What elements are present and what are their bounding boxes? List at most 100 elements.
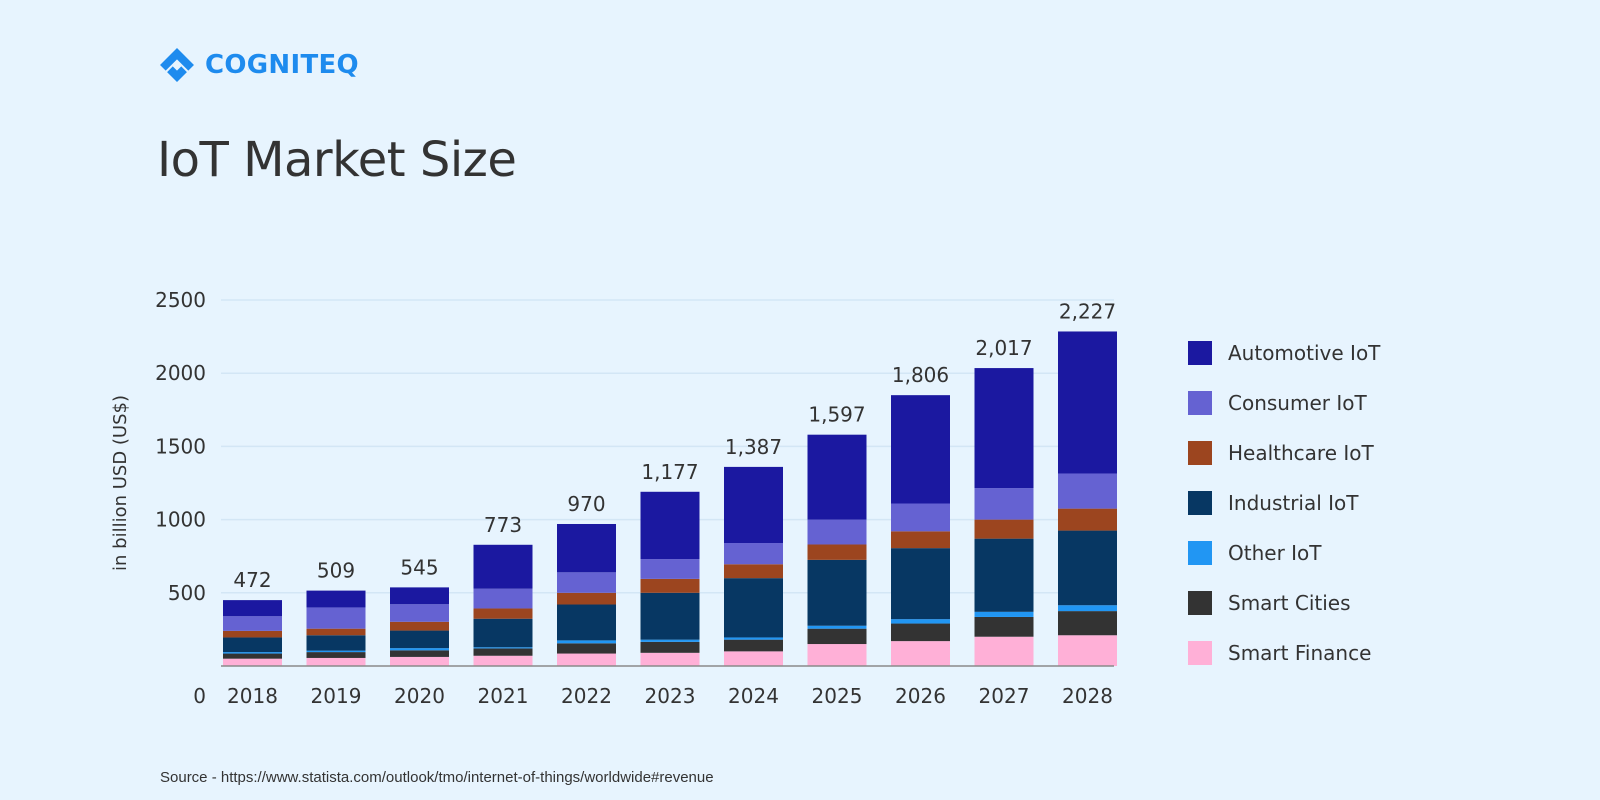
legend-item-healthcare-iot[interactable]: Healthcare IoT bbox=[1188, 441, 1375, 465]
bar-segment-industrial-iot bbox=[974, 538, 1034, 612]
bar-segment-smart-cities bbox=[557, 643, 616, 654]
bar-segment-other-iot bbox=[807, 625, 867, 629]
bar-segment-healthcare-iot bbox=[807, 544, 867, 560]
bar-stack-2020 bbox=[390, 587, 449, 666]
bar-segment-industrial-iot bbox=[557, 604, 616, 641]
x-tick-label: 2019 bbox=[311, 684, 362, 708]
y-tick-label: 2500 bbox=[155, 288, 206, 312]
bar-segment-healthcare-iot bbox=[557, 592, 616, 605]
brand-logo[interactable]: COGNITEQ bbox=[158, 46, 359, 84]
bar-segment-automotive-iot bbox=[390, 587, 449, 605]
bar-segment-smart-cities bbox=[306, 652, 366, 658]
bar-segment-automotive-iot bbox=[807, 434, 867, 520]
total-label: 1,387 bbox=[725, 435, 782, 459]
bar-stack-2018 bbox=[223, 600, 282, 666]
x-tick-label: 2027 bbox=[979, 684, 1030, 708]
bar-segment-smart-cities bbox=[807, 628, 867, 645]
y-axis: 0 500 1000 1500 2000 2500 bbox=[155, 288, 206, 708]
bar-segment-smart-finance bbox=[390, 656, 449, 666]
cogniteq-logo-icon bbox=[160, 48, 194, 82]
legend-label: Industrial IoT bbox=[1228, 491, 1359, 515]
total-label: 970 bbox=[567, 492, 605, 516]
bar-segment-other-iot bbox=[473, 647, 533, 649]
bar-segment-industrial-iot bbox=[473, 618, 533, 648]
total-label: 773 bbox=[484, 513, 522, 537]
bar-segment-smart-finance bbox=[640, 652, 700, 666]
legend-item-automotive-iot[interactable]: Automotive IoT bbox=[1188, 341, 1381, 365]
bar-segment-smart-cities bbox=[1058, 611, 1117, 636]
legend-swatch bbox=[1188, 591, 1212, 615]
bar-segment-other-iot bbox=[557, 640, 616, 644]
bar-stack-2023 bbox=[640, 491, 700, 666]
bar-segment-industrial-iot bbox=[640, 592, 700, 640]
bar-segment-smart-cities bbox=[640, 641, 700, 653]
legend-item-consumer-iot[interactable]: Consumer IoT bbox=[1188, 391, 1367, 415]
legend-item-other-iot[interactable]: Other IoT bbox=[1188, 541, 1322, 565]
legend-swatch bbox=[1188, 391, 1212, 415]
total-label: 1,806 bbox=[892, 363, 949, 387]
bar-segment-automotive-iot bbox=[974, 368, 1034, 489]
bar-segment-consumer-iot bbox=[557, 572, 616, 593]
source-label: Source - bbox=[160, 769, 221, 786]
total-label: 509 bbox=[317, 559, 355, 583]
x-tick-label: 2021 bbox=[478, 684, 529, 708]
legend-label: Smart Cities bbox=[1228, 591, 1351, 615]
bar-segment-smart-finance bbox=[807, 644, 867, 666]
bar-segment-other-iot bbox=[640, 639, 700, 642]
bar-segment-other-iot bbox=[724, 637, 783, 640]
x-tick-label: 2023 bbox=[645, 684, 696, 708]
y-tick-label: 2000 bbox=[155, 361, 206, 385]
bar-segment-industrial-iot bbox=[891, 548, 950, 620]
bar-segment-other-iot bbox=[891, 619, 950, 624]
x-tick-label: 2018 bbox=[227, 684, 278, 708]
bar-segment-smart-finance bbox=[557, 653, 616, 666]
bar-segment-consumer-iot bbox=[640, 559, 700, 579]
bar-stacks bbox=[223, 331, 1117, 666]
total-label: 545 bbox=[400, 555, 438, 579]
bar-segment-consumer-iot bbox=[974, 488, 1034, 520]
legend-item-industrial-iot[interactable]: Industrial IoT bbox=[1188, 491, 1359, 515]
x-tick-label: 2025 bbox=[812, 684, 863, 708]
bar-segment-smart-cities bbox=[473, 648, 533, 656]
bar-segment-smart-cities bbox=[974, 616, 1034, 637]
x-tick-label: 2028 bbox=[1062, 684, 1113, 708]
bar-segment-automotive-iot bbox=[891, 395, 950, 504]
x-tick-label: 2020 bbox=[394, 684, 445, 708]
bar-segment-smart-cities bbox=[390, 650, 449, 657]
legend-swatch bbox=[1188, 341, 1212, 365]
bar-stack-2028 bbox=[1058, 331, 1117, 666]
bar-segment-smart-finance bbox=[891, 641, 950, 666]
legend-item-smart-cities[interactable]: Smart Cities bbox=[1188, 591, 1351, 615]
bar-segment-automotive-iot bbox=[1058, 331, 1117, 474]
total-labels: 472 509 545 773 970 1,177 1,387 1,597 1,806 2,017… bbox=[233, 299, 1116, 592]
bar-segment-other-iot bbox=[223, 652, 282, 654]
source-note: Source - https://www.statista.com/outloo… bbox=[160, 769, 714, 786]
bar-segment-healthcare-iot bbox=[473, 608, 533, 619]
y-axis-label: in billion USD (US$) bbox=[110, 395, 131, 571]
legend-label: Automotive IoT bbox=[1228, 341, 1381, 365]
bar-segment-other-iot bbox=[1058, 605, 1117, 612]
x-tick-label: 2022 bbox=[561, 684, 612, 708]
bar-segment-smart-finance bbox=[1058, 635, 1117, 666]
bar-stack-2019 bbox=[306, 590, 366, 666]
legend: Automotive IoT Consumer IoT Healthcare IoT… bbox=[1188, 341, 1381, 665]
bar-segment-healthcare-iot bbox=[1058, 508, 1117, 531]
total-label: 1,177 bbox=[641, 460, 698, 484]
bar-segment-consumer-iot bbox=[306, 607, 366, 629]
bar-segment-other-iot bbox=[974, 611, 1034, 617]
bar-segment-smart-cities bbox=[724, 639, 783, 652]
legend-item-smart-finance[interactable]: Smart Finance bbox=[1188, 641, 1371, 665]
bar-segment-healthcare-iot bbox=[306, 628, 366, 636]
bar-segment-smart-finance bbox=[223, 658, 282, 666]
bar-stack-2021 bbox=[473, 544, 533, 666]
source-link[interactable]: https://www.statista.com/outlook/tmo/int… bbox=[220, 769, 714, 786]
bar-segment-industrial-iot bbox=[223, 637, 282, 653]
bar-stack-2022 bbox=[557, 523, 616, 666]
bar-segment-consumer-iot bbox=[724, 543, 783, 565]
bar-segment-healthcare-iot bbox=[390, 621, 449, 631]
bar-segment-industrial-iot bbox=[390, 630, 449, 649]
bar-segment-industrial-iot bbox=[724, 578, 783, 638]
bar-segment-consumer-iot bbox=[473, 588, 533, 609]
legend-label: Healthcare IoT bbox=[1228, 441, 1375, 465]
x-tick-label: 2026 bbox=[895, 684, 946, 708]
